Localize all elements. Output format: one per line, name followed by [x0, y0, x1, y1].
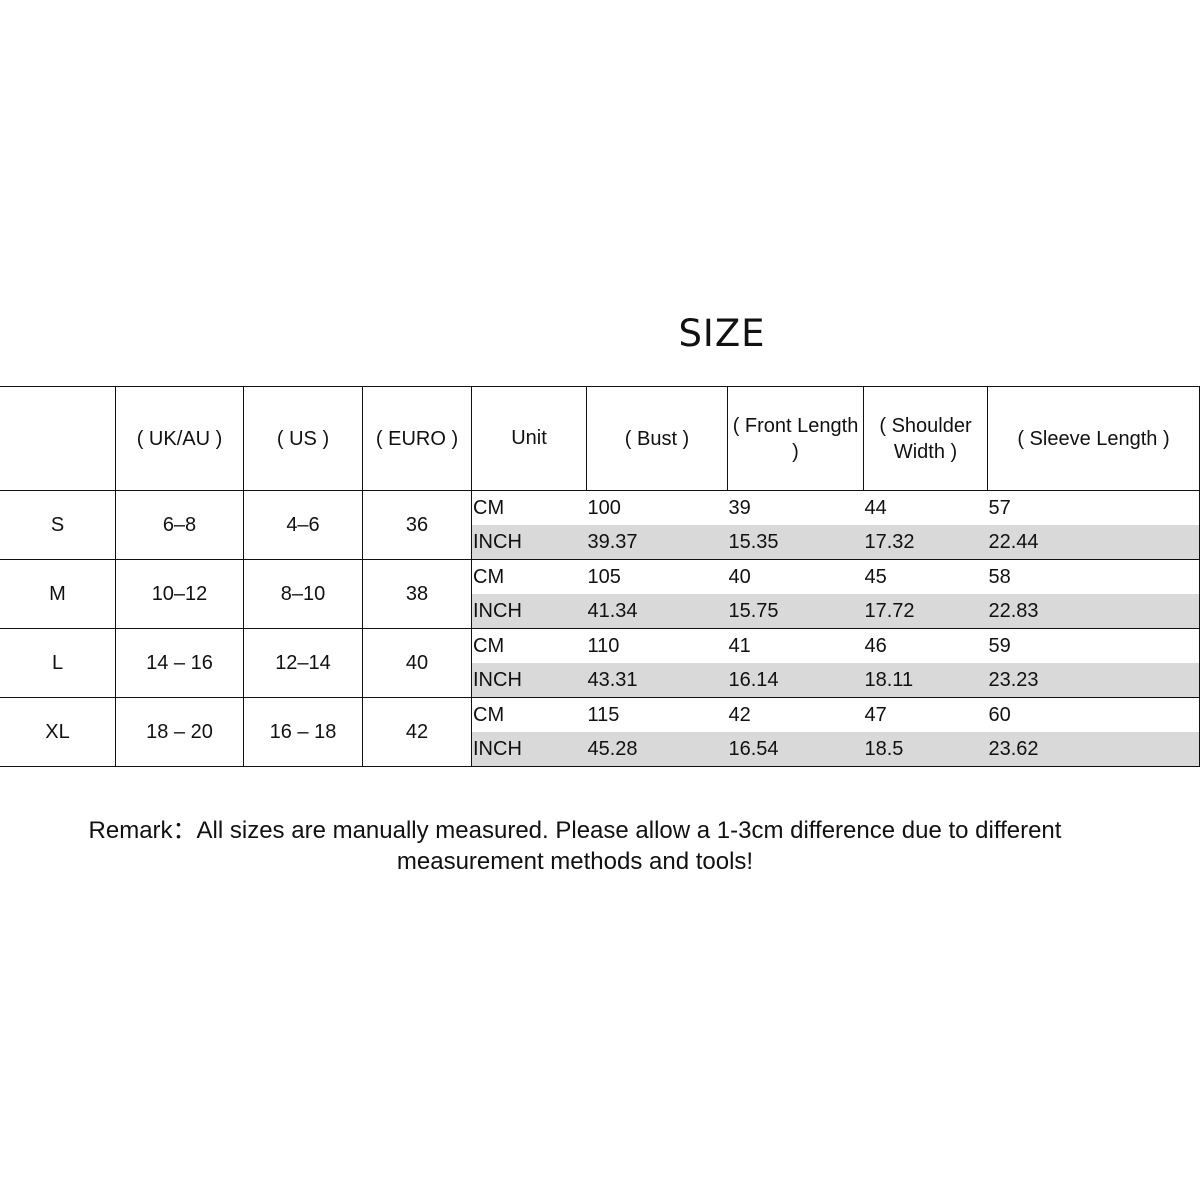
- cell-sleeve-length: 59: [987, 628, 1200, 663]
- table-row-cm: M 10–12 8–10 38 CM 105 40 45 58: [0, 559, 1200, 629]
- cell-size: L: [0, 628, 116, 698]
- cell-bust: 43.31: [586, 663, 728, 698]
- header-row: ( UK/AU )( US )( EURO ) Unit( Bust )( Fro…: [0, 386, 1200, 491]
- cell-front-length: 42: [727, 697, 864, 732]
- cell-shoulder-width: 45: [863, 559, 988, 594]
- cell-shoulder-width: 46: [863, 628, 988, 663]
- size-chart-table: ( UK/AU )( US )( EURO ) Unit( Bust )( Fro…: [0, 386, 1200, 767]
- cell-shoulder-width: 44: [863, 490, 988, 525]
- cell-euro: 40: [362, 628, 472, 698]
- table-row-cm: S 6–8 4–6 36 CM 100 39 44 57: [0, 490, 1200, 560]
- cell-front-length: 15.75: [727, 594, 864, 629]
- cell-sleeve-length: 60: [987, 697, 1200, 732]
- cell-bust: 100: [586, 490, 728, 525]
- table-row-inch: INCH 45.28 16.54 18.5 23.62: [0, 732, 1200, 767]
- table-row-cm: XL 18 – 20 16 – 18 42 CM 115 42 47 60: [0, 697, 1200, 767]
- cell-bust: 115: [586, 697, 728, 732]
- remark-line-1: Remark：All sizes are manually measured. …: [88, 817, 1062, 844]
- cell-sleeve-length: 58: [987, 559, 1200, 594]
- cell-size: S: [0, 490, 116, 560]
- column-header: [0, 386, 116, 491]
- cell-unit: INCH: [471, 663, 587, 698]
- cell-us: 8–10: [243, 559, 363, 629]
- cell-uk-au: 6–8: [115, 490, 244, 560]
- column-header: ( US ): [243, 386, 363, 491]
- cell-bust: 41.34: [586, 594, 728, 629]
- cell-shoulder-width: 17.32: [863, 525, 988, 560]
- cell-us: 12–14: [243, 628, 363, 698]
- cell-sleeve-length: 23.62: [987, 732, 1200, 767]
- cell-shoulder-width: 17.72: [863, 594, 988, 629]
- cell-unit: CM: [471, 697, 587, 732]
- cell-size: XL: [0, 697, 116, 767]
- page-title: SIZE: [678, 312, 766, 355]
- cell-unit: CM: [471, 559, 587, 594]
- cell-unit: INCH: [471, 732, 587, 767]
- cell-front-length: 15.35: [727, 525, 864, 560]
- column-header: ( EURO ): [362, 386, 472, 491]
- cell-front-length: 40: [727, 559, 864, 594]
- cell-euro: 38: [362, 559, 472, 629]
- cell-front-length: 16.54: [727, 732, 864, 767]
- cell-unit: INCH: [471, 594, 587, 629]
- column-header: ( Sleeve Length ): [987, 386, 1200, 491]
- table-row-inch: INCH 39.37 15.35 17.32 22.44: [0, 525, 1200, 560]
- remark-line-2: measurement methods and tools!: [396, 848, 754, 875]
- cell-sleeve-length: 23.23: [987, 663, 1200, 698]
- remark: Remark：All sizes are manually measured. …: [0, 815, 1150, 877]
- cell-unit: CM: [471, 490, 587, 525]
- column-header: ( Bust ): [586, 386, 728, 491]
- cell-us: 4–6: [243, 490, 363, 560]
- cell-shoulder-width: 18.5: [863, 732, 988, 767]
- cell-bust: 105: [586, 559, 728, 594]
- cell-sleeve-length: 22.83: [987, 594, 1200, 629]
- cell-euro: 36: [362, 490, 472, 560]
- cell-front-length: 39: [727, 490, 864, 525]
- cell-front-length: 16.14: [727, 663, 864, 698]
- column-header: ( Front Length ): [727, 386, 864, 491]
- cell-euro: 42: [362, 697, 472, 767]
- column-header: ( UK/AU ): [115, 386, 244, 491]
- table-row-cm: L 14 – 16 12–14 40 CM 110 41 46 59: [0, 628, 1200, 698]
- cell-bust: 39.37: [586, 525, 728, 560]
- cell-unit: INCH: [471, 525, 587, 560]
- cell-uk-au: 10–12: [115, 559, 244, 629]
- table-row-inch: INCH 43.31 16.14 18.11 23.23: [0, 663, 1200, 698]
- cell-unit: CM: [471, 628, 587, 663]
- cell-shoulder-width: 47: [863, 697, 988, 732]
- cell-sleeve-length: 57: [987, 490, 1200, 525]
- cell-bust: 110: [586, 628, 728, 663]
- cell-shoulder-width: 18.11: [863, 663, 988, 698]
- cell-size: M: [0, 559, 116, 629]
- cell-us: 16 – 18: [243, 697, 363, 767]
- cell-uk-au: 14 – 16: [115, 628, 244, 698]
- cell-sleeve-length: 22.44: [987, 525, 1200, 560]
- column-header: ( Shoulder Width ): [863, 386, 988, 491]
- column-header: Unit: [471, 386, 587, 491]
- cell-bust: 45.28: [586, 732, 728, 767]
- cell-uk-au: 18 – 20: [115, 697, 244, 767]
- cell-front-length: 41: [727, 628, 864, 663]
